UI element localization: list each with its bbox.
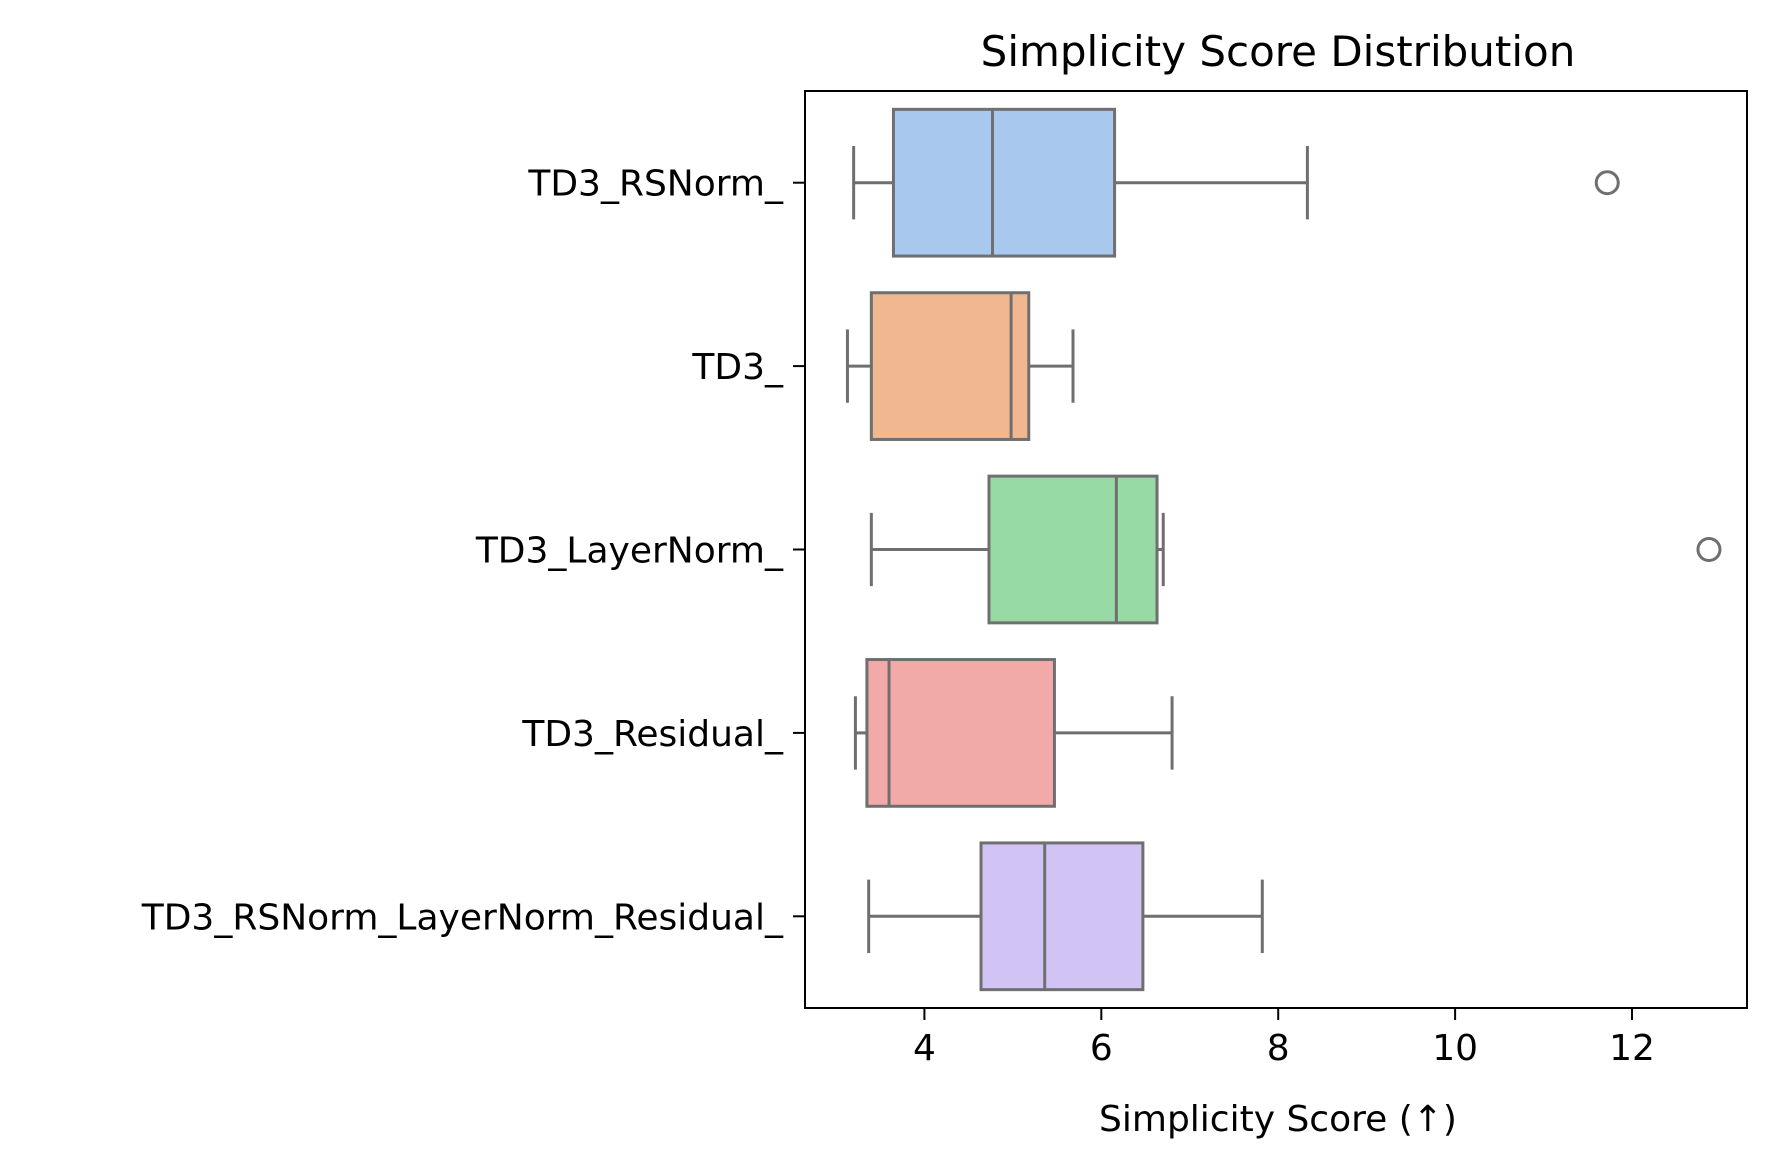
y-tick-label: TD3_Residual_ — [521, 714, 784, 755]
x-axis-label: Simplicity Score (↑) — [1099, 1099, 1457, 1140]
outlier-point — [1594, 170, 1620, 196]
y-tick-label: TD3_ — [691, 347, 784, 388]
plot-area — [845, 107, 1722, 992]
y-axis: TD3_RSNorm_ TD3_ TD3_LayerNorm_ TD3_Residua… — [141, 164, 805, 938]
box-group — [867, 841, 1264, 992]
outlier-point — [1696, 537, 1722, 562]
x-tick-label: 12 — [1609, 1028, 1655, 1069]
box — [891, 107, 1117, 258]
x-axis: 4 6 8 10 12 — [913, 1008, 1655, 1069]
box — [987, 474, 1159, 625]
box-group — [869, 474, 1722, 625]
chart-title: Simplicity Score Distribution — [981, 27, 1576, 76]
box-group — [852, 107, 1620, 258]
box-group — [845, 291, 1075, 441]
box — [869, 291, 1031, 441]
x-tick-label: 8 — [1267, 1028, 1290, 1069]
y-tick-label: TD3_LayerNorm_ — [475, 531, 784, 572]
box — [979, 841, 1145, 992]
box-group — [853, 658, 1174, 808]
x-tick-label: 6 — [1090, 1028, 1113, 1069]
box — [865, 658, 1056, 808]
y-tick-label: TD3_RSNorm_ — [527, 164, 784, 205]
x-tick-label: 4 — [913, 1028, 936, 1069]
y-tick-label: TD3_RSNorm_LayerNorm_Residual_ — [141, 897, 784, 938]
x-tick-label: 10 — [1432, 1028, 1478, 1069]
